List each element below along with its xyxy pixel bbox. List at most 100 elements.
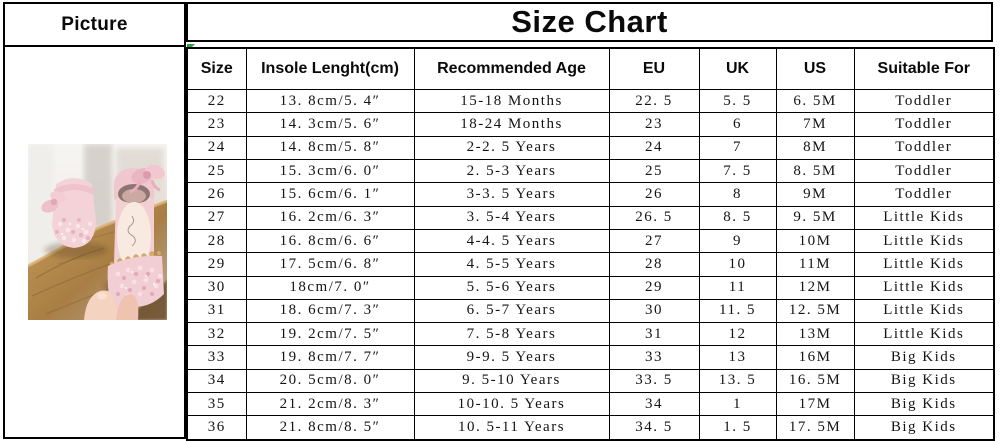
table-cell: 2. 5-3 Years: [413, 158, 610, 184]
table-cell: Little Kids: [853, 205, 995, 230]
table-row: 30 18cm/7. 0″ 5. 5-6 Years 29 11 12M Little Ki…: [186, 275, 995, 300]
table-cell: 4-4. 5 Years: [413, 228, 610, 254]
table-row: 32 19. 2cm/7. 5″ 7. 5-8 Years 31 12 13M Little…: [186, 322, 995, 347]
table-cell: Big Kids: [853, 415, 995, 441]
table-cell: 9. 5-10 Years: [413, 368, 610, 394]
table-row: 33 19. 8cm/7. 7″ 9-9. 5 Years 33 13 16M Big Ki…: [186, 345, 995, 370]
table-cell: 33: [186, 345, 247, 370]
table-cell: 32: [186, 322, 247, 347]
table-cell: 15-18 Months: [413, 88, 610, 114]
table-row: 23 14. 3cm/5. 6″ 18-24 Months 23 6 7M Toddler: [186, 112, 995, 137]
table-row: 22 13. 8cm/5. 4″ 15-18 Months 22. 5 5. 5 6. 5…: [186, 88, 995, 114]
table-cell: 13: [698, 345, 777, 370]
table-cell: 9M: [775, 182, 855, 207]
table-cell: 29: [186, 252, 247, 277]
table-cell: 8M: [775, 135, 855, 160]
table-cell: 35: [186, 392, 247, 417]
table-cell: 24: [608, 135, 700, 160]
table-cell: 28: [608, 252, 700, 277]
table-cell: Little Kids: [853, 322, 995, 347]
table-cell: 15. 6cm/6. 1″: [245, 182, 415, 207]
table-cell: 12M: [775, 275, 855, 300]
table-cell: Little Kids: [853, 228, 995, 254]
table-cell: 11: [698, 275, 777, 300]
table-row: 29 17. 5cm/6. 8″ 4. 5-5 Years 28 10 11M Little…: [186, 252, 995, 277]
table-cell: 13. 5: [698, 368, 777, 394]
table-row: 25 15. 3cm/6. 0″ 2. 5-3 Years 25 7. 5 8. 5M To…: [186, 158, 995, 184]
table-cell: Little Kids: [853, 298, 995, 324]
col-header-recommended-age: Recommended Age: [413, 47, 610, 90]
table-cell: 15. 3cm/6. 0″: [245, 158, 415, 184]
table-cell: Toddler: [853, 158, 995, 184]
table-cell: 27: [608, 228, 700, 254]
table-cell: Toddler: [853, 112, 995, 137]
hand: [84, 290, 139, 320]
table-cell: 6. 5M: [775, 88, 855, 114]
right-shoe: [107, 164, 165, 316]
table-cell: 23: [186, 112, 247, 137]
table-cell: 34. 5: [608, 415, 700, 441]
table-cell: 9-9. 5 Years: [413, 345, 610, 370]
left-shoe: [41, 178, 96, 248]
table-cell: 24: [186, 135, 247, 160]
table-cell: 1: [698, 392, 777, 417]
table-cell: 17M: [775, 392, 855, 417]
table-cell: 26. 5: [608, 205, 700, 230]
table-cell: 7: [698, 135, 777, 160]
table-cell: 13M: [775, 322, 855, 347]
table-cell: 30: [186, 275, 247, 300]
table-cell: 16M: [775, 345, 855, 370]
table-cell: 17. 5cm/6. 8″: [245, 252, 415, 277]
table-cell: 3-3. 5 Years: [413, 182, 610, 207]
table-cell: 31: [608, 322, 700, 347]
table-cell: Little Kids: [853, 252, 995, 277]
table-cell: 16. 5M: [775, 368, 855, 394]
table-cell: 28: [186, 228, 247, 254]
size-table: Size Insole Lenght(cm) Recommended Age E…: [186, 47, 995, 441]
table-cell: 3. 5-4 Years: [413, 205, 610, 230]
table-cell: 34: [186, 368, 247, 394]
table-cell: Little Kids: [853, 275, 995, 300]
table-cell: 16. 8cm/6. 6″: [245, 228, 415, 254]
table-cell: 7M: [775, 112, 855, 137]
table-cell: Toddler: [853, 88, 995, 114]
table-cell: 8: [698, 182, 777, 207]
table-cell: 18. 6cm/7. 3″: [245, 298, 415, 324]
table-cell: 14. 8cm/5. 8″: [245, 135, 415, 160]
table-row: 36 21. 8cm/8. 5″ 10. 5-11 Years 34. 5 1. 5 17…: [186, 415, 995, 441]
table-row: 31 18. 6cm/7. 3″ 6. 5-7 Years 30 11. 5 12. 5M…: [186, 298, 995, 324]
table-cell: 5. 5-6 Years: [413, 275, 610, 300]
table-row: 35 21. 2cm/8. 3″ 10-10. 5 Years 34 1 17M Big K…: [186, 392, 995, 417]
table-cell: 5. 5: [698, 88, 777, 114]
table-row: 26 15. 6cm/6. 1″ 3-3. 5 Years 26 8 9M Toddler: [186, 182, 995, 207]
page-title: Size Chart: [186, 2, 993, 42]
table-cell: 6: [698, 112, 777, 137]
table-cell: 27: [186, 205, 247, 230]
product-photo: [28, 144, 167, 320]
table-cell: 7. 5-8 Years: [413, 322, 610, 347]
size-table-header: Size Insole Lenght(cm) Recommended Age E…: [186, 47, 995, 90]
table-cell: 12: [698, 322, 777, 347]
table-row: 24 14. 8cm/5. 8″ 2-2. 5 Years 24 7 8M Toddler: [186, 135, 995, 160]
size-table-body: 22 13. 8cm/5. 4″ 15-18 Months 22. 5 5. 5 6. 5…: [186, 88, 995, 441]
col-header-suitable-for: Suitable For: [853, 47, 995, 90]
table-cell: 22. 5: [608, 88, 700, 114]
table-cell: 26: [186, 182, 247, 207]
table-cell: 18-24 Months: [413, 112, 610, 137]
table-cell: 9. 5M: [775, 205, 855, 230]
table-cell: 6. 5-7 Years: [413, 298, 610, 324]
table-cell: 16. 2cm/6. 3″: [245, 205, 415, 230]
table-cell: 22: [186, 88, 247, 114]
table-cell: 36: [186, 415, 247, 441]
table-row: 28 16. 8cm/6. 6″ 4-4. 5 Years 27 9 10M Little …: [186, 228, 995, 254]
table-cell: 17. 5M: [775, 415, 855, 441]
table-cell: Toddler: [853, 135, 995, 160]
col-header-size: Size: [186, 47, 247, 90]
table-cell: 29: [608, 275, 700, 300]
table-cell: 4. 5-5 Years: [413, 252, 610, 277]
table-cell: 26: [608, 182, 700, 207]
header-row: Size Insole Lenght(cm) Recommended Age E…: [186, 47, 995, 90]
table-cell: 21. 8cm/8. 5″: [245, 415, 415, 441]
table-cell: 13. 8cm/5. 4″: [245, 88, 415, 114]
